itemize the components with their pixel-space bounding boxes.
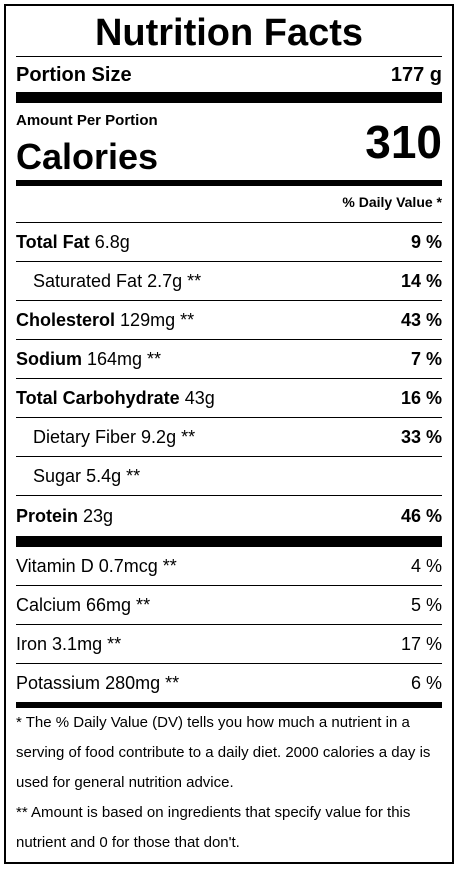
divider — [16, 624, 442, 625]
divider — [16, 456, 442, 457]
nutrient-name: Potassium — [16, 672, 101, 693]
nutrient-daily-value: 5 % — [410, 594, 442, 615]
nutrient-amount: 43g — [184, 387, 215, 408]
nutrient-amount: 2.7g ** — [147, 270, 202, 291]
nutrient-name: Dietary Fiber — [33, 426, 137, 447]
nutrient-name: Protein — [16, 505, 79, 526]
nutrient-daily-value: 4 % — [410, 555, 442, 576]
nutrient-row-dietary-fiber: Dietary Fiber 9.2g ** 33 % — [16, 418, 442, 456]
calories-label: Calories — [16, 136, 159, 177]
nutrient-amount: 0.7mcg ** — [98, 555, 177, 576]
nutrient-name: Total Carbohydrate — [16, 387, 180, 408]
footnote-daily-value: * The % Daily Value (DV) tells you how m… — [16, 714, 431, 791]
amount-per-portion: Amount Per Portion — [16, 112, 158, 129]
vitamin-row-potassium: Potassium 280mg ** 6 % — [16, 664, 442, 702]
vitamin-row-calcium: Calcium 66mg ** 5 % — [16, 586, 442, 624]
nutrient-row-sugar: Sugar 5.4g ** — [16, 457, 442, 495]
nutrient-amount: 6.8g — [94, 231, 130, 252]
thick-divider — [16, 92, 442, 103]
divider — [16, 339, 442, 340]
thick-divider — [16, 180, 442, 186]
divider — [16, 663, 442, 664]
divider — [16, 417, 442, 418]
daily-value-header: % Daily Value * — [342, 194, 442, 210]
nutrient-row-cholesterol: Cholesterol 129mg ** 43 % — [16, 301, 442, 339]
divider — [16, 300, 442, 301]
nutrient-amount: 66mg ** — [86, 594, 151, 615]
thick-divider — [16, 536, 442, 547]
nutrition-facts-label: Nutrition Facts Portion Size 177 g Amoun… — [4, 4, 454, 864]
nutrient-row-protein: Protein 23g 46 % — [16, 496, 442, 536]
nutrient-amount: 23g — [83, 505, 114, 526]
nutrient-row-total-carbohydrate: Total Carbohydrate 43g 16 % — [16, 379, 442, 417]
nutrient-name: Calcium — [16, 594, 82, 615]
nutrient-daily-value: 43 % — [400, 309, 442, 330]
nutrient-name: Vitamin D — [16, 555, 94, 576]
label-title: Nutrition Facts — [94, 12, 364, 54]
nutrient-daily-value: 17 % — [400, 633, 442, 654]
thick-divider — [16, 702, 442, 708]
divider — [16, 261, 442, 262]
nutrient-daily-value: 14 % — [400, 270, 442, 291]
divider — [16, 495, 442, 496]
footnote-amount: ** Amount is based on ingredients that s… — [16, 804, 411, 851]
portion-size-label: Portion Size — [16, 63, 132, 86]
nutrient-row-saturated-fat: Saturated Fat 2.7g ** 14 % — [16, 262, 442, 300]
divider — [16, 585, 442, 586]
nutrient-row-sodium: Sodium 164mg ** 7 % — [16, 340, 442, 378]
nutrient-daily-value: 9 % — [410, 231, 442, 252]
nutrient-amount: 129mg ** — [120, 309, 195, 330]
vitamin-row-vitamin-d: Vitamin D 0.7mcg ** 4 % — [16, 547, 442, 585]
nutrient-amount: 5.4g ** — [86, 465, 141, 486]
nutrient-daily-value: 7 % — [410, 348, 442, 369]
nutrient-daily-value: 6 % — [410, 672, 442, 693]
divider — [16, 56, 442, 57]
nutrient-name: Cholesterol — [16, 309, 116, 330]
nutrient-amount: 9.2g ** — [141, 426, 196, 447]
nutrient-name: Sugar — [33, 465, 82, 486]
nutrient-name: Saturated Fat — [33, 270, 143, 291]
nutrient-amount: 164mg ** — [87, 348, 162, 369]
nutrient-name: Sodium — [16, 348, 82, 369]
nutrient-row-total-fat: Total Fat 6.8g 9 % — [16, 223, 442, 261]
nutrient-name: Total Fat — [16, 231, 90, 252]
vitamin-row-iron: Iron 3.1mg ** 17 % — [16, 625, 442, 663]
nutrient-daily-value: 16 % — [400, 387, 442, 408]
nutrient-amount: 280mg ** — [105, 672, 180, 693]
portion-size-value: 177 g — [390, 63, 442, 86]
calories-value: 310 — [365, 116, 442, 168]
nutrient-daily-value: 46 % — [400, 505, 442, 526]
divider — [16, 378, 442, 379]
divider — [16, 222, 442, 223]
portion-size-row: Portion Size 177 g — [16, 58, 442, 92]
nutrient-name: Iron — [16, 633, 48, 654]
nutrient-amount: 3.1mg ** — [52, 633, 122, 654]
nutrient-daily-value: 33 % — [400, 426, 442, 447]
